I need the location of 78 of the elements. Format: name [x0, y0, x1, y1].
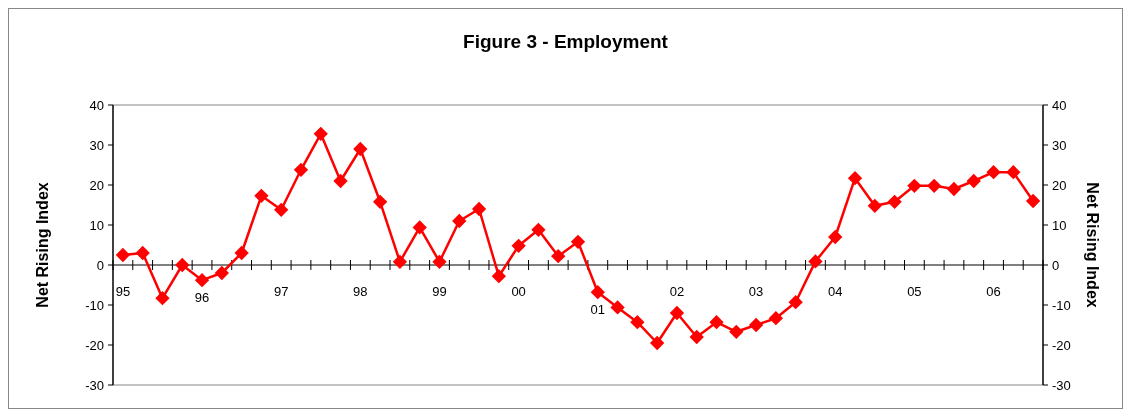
point — [372, 194, 388, 209]
y-tick-label: 10 — [89, 217, 104, 233]
y-tick-label: 40 — [89, 97, 104, 113]
y2-tick-label: 20 — [1052, 177, 1067, 193]
point — [669, 305, 685, 321]
point — [570, 234, 586, 249]
point — [986, 165, 1001, 180]
point — [214, 265, 229, 281]
point — [748, 317, 764, 333]
point — [927, 178, 942, 193]
point — [234, 245, 249, 261]
point — [709, 315, 724, 330]
y2-tick-label: 30 — [1052, 137, 1067, 153]
x-tick-label: 95 — [115, 284, 131, 299]
point — [175, 257, 190, 273]
point — [1025, 193, 1041, 209]
y2-tick-label: 10 — [1052, 217, 1067, 233]
point — [254, 188, 269, 203]
point — [590, 285, 605, 300]
x-tick-label: 98 — [353, 284, 368, 299]
point — [867, 198, 882, 213]
point — [768, 311, 784, 326]
point — [333, 173, 348, 189]
y-tick-label: -20 — [85, 337, 104, 353]
y-tick-label: -30 — [85, 377, 104, 393]
point — [531, 222, 546, 237]
point — [293, 162, 309, 177]
x-tick-label: 00 — [511, 284, 526, 299]
point — [194, 273, 210, 288]
y-tick-label: 0 — [96, 257, 104, 273]
point — [650, 335, 665, 351]
point — [155, 291, 170, 306]
point — [610, 300, 625, 315]
point — [788, 295, 803, 310]
point — [115, 247, 131, 263]
x-tick-label: 02 — [669, 284, 685, 299]
point — [907, 178, 922, 193]
x-tick-label: 03 — [748, 284, 764, 299]
point — [392, 254, 408, 269]
x-tick-label: 96 — [194, 290, 210, 306]
y-axis-title: Net Rising Index — [34, 182, 51, 308]
x-tick-label: 99 — [432, 284, 447, 299]
point — [452, 213, 467, 229]
point — [135, 245, 150, 261]
x-tick-label: 97 — [273, 284, 289, 299]
y-tick-label: 30 — [89, 137, 104, 153]
chart-title: Figure 3 - Employment — [463, 31, 669, 52]
point — [313, 126, 328, 141]
point — [511, 238, 526, 253]
y-tick-label: -10 — [85, 297, 104, 313]
x-tick-label: 01 — [590, 302, 606, 318]
y2-tick-label: -20 — [1052, 337, 1071, 353]
point — [412, 220, 427, 235]
point — [966, 173, 981, 189]
x-tick-label: 04 — [828, 284, 843, 299]
y2-tick-label: 0 — [1052, 257, 1060, 273]
point — [828, 229, 843, 245]
point — [689, 329, 704, 345]
y2-tick-label: -30 — [1052, 377, 1071, 393]
x-tick-label: 05 — [907, 284, 922, 299]
y-tick-label: 20 — [89, 177, 104, 193]
point — [353, 141, 368, 157]
point — [491, 269, 506, 284]
point — [630, 315, 645, 330]
point — [808, 254, 823, 269]
point — [1006, 165, 1021, 180]
y2-axis-title: Net Rising Index — [1084, 182, 1101, 308]
point — [847, 171, 863, 186]
point — [729, 324, 744, 339]
point — [432, 254, 447, 269]
y2-tick-label: -10 — [1052, 297, 1071, 313]
y2-tick-label: 40 — [1052, 97, 1067, 113]
x-tick-label: 06 — [986, 284, 1001, 299]
point — [551, 249, 566, 264]
point — [274, 202, 289, 217]
point — [471, 201, 487, 217]
point — [887, 194, 902, 209]
point — [946, 181, 962, 197]
